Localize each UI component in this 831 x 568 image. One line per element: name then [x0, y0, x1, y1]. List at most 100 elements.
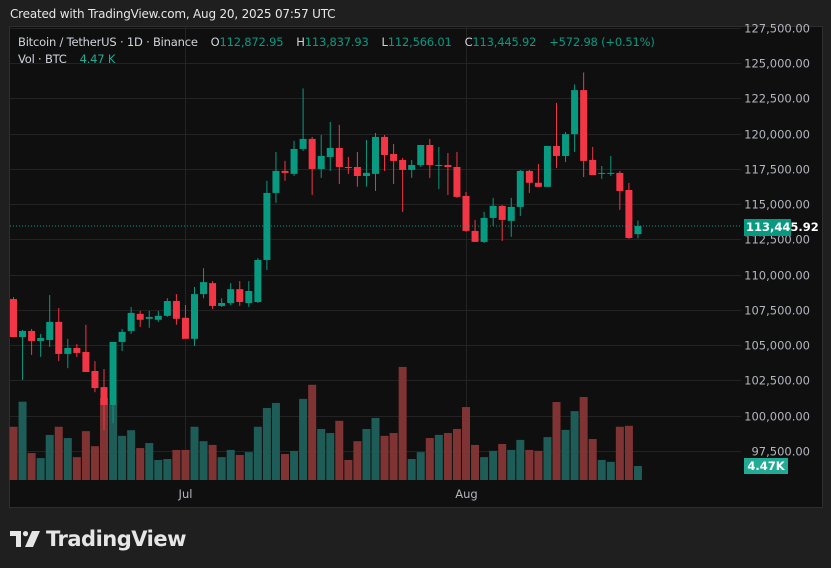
candle: [209, 281, 217, 309]
candle: [534, 164, 542, 187]
candle: [10, 297, 17, 337]
candle: [498, 204, 506, 241]
candle: [562, 131, 570, 163]
volume-bar: [525, 449, 534, 480]
candle: [254, 258, 262, 303]
tradingview-logo: TradingView: [10, 527, 186, 551]
y-axis-tick-label: 100,000.00: [744, 410, 810, 424]
y-axis-tick-label: 117,500.00: [744, 163, 810, 177]
volume-bar: [416, 452, 425, 480]
high-label: H: [296, 35, 305, 49]
volume-bar: [335, 420, 344, 480]
volume-bar: [489, 450, 498, 480]
volume-bar: [389, 433, 398, 480]
candle: [136, 310, 144, 327]
volume-bar: [579, 397, 588, 480]
candle: [399, 157, 407, 212]
candle: [516, 169, 524, 216]
candle: [172, 294, 180, 325]
volume-bar: [425, 438, 434, 480]
chart-credit: Created with TradingView.com, Aug 20, 20…: [10, 7, 336, 21]
candle: [91, 361, 99, 393]
volume-bar: [615, 426, 624, 480]
volume-bar: [226, 449, 235, 480]
volume-bar: [317, 428, 326, 480]
volume-bar: [163, 459, 172, 480]
volume-bar: [633, 466, 642, 480]
candle: [218, 298, 226, 307]
candle: [82, 324, 90, 372]
y-axis-tick-label: 110,000.00: [744, 269, 810, 283]
volume-bar: [624, 425, 633, 480]
volume-bar: [154, 459, 163, 480]
candle: [200, 268, 208, 299]
y-axis-tick-label: 112,500.00: [744, 233, 810, 247]
high-value: 113,837.93: [304, 35, 369, 49]
candle: [317, 134, 325, 178]
volume-bar: [434, 434, 443, 480]
candle: [55, 307, 63, 362]
candle: [191, 287, 198, 347]
volume-label[interactable]: Vol · BTC: [18, 52, 67, 66]
candle: [109, 341, 117, 424]
symbol-title[interactable]: Bitcoin / TetherUS · 1D · Binance: [18, 35, 198, 49]
volume-bar: [271, 402, 280, 480]
candle: [580, 72, 588, 178]
volume-bar: [398, 366, 407, 480]
candle: [625, 182, 633, 239]
volume-bar: [27, 453, 36, 480]
candle: [335, 124, 343, 184]
candle: [272, 151, 280, 203]
y-axis-tick-label: 127,500.00: [744, 22, 810, 36]
volume-bar: [18, 401, 27, 480]
candle: [507, 197, 515, 237]
candle: [426, 138, 434, 178]
volume-bar: [299, 398, 308, 480]
open-value: 112,872.95: [219, 35, 284, 49]
x-axis-tick-label: Jul: [178, 487, 193, 501]
chart-panel[interactable]: [9, 26, 823, 508]
volume-bar: [63, 438, 72, 480]
candle: [471, 219, 479, 242]
volume-bar: [136, 448, 145, 480]
open-label: O: [210, 35, 220, 49]
candle: [28, 328, 36, 355]
volume-bar: [90, 446, 99, 480]
y-axis-tick-label: 120,000.00: [744, 128, 810, 142]
close-value: 113,445.92: [472, 35, 537, 49]
volume-bar: [127, 430, 136, 480]
volume-bar: [36, 458, 45, 480]
candle: [46, 295, 54, 348]
candle: [453, 151, 461, 198]
y-axis-tick-label: 107,500.00: [744, 304, 810, 318]
volume-bar: [362, 428, 371, 480]
volume-bar: [190, 426, 199, 480]
volume-bar: [109, 404, 118, 480]
candle: [236, 281, 244, 306]
change-value: +572.98 (+0.51%): [549, 35, 655, 49]
volume-bar: [371, 417, 380, 480]
volume-bar: [54, 426, 63, 480]
chart-legend: Bitcoin / TetherUS · 1D · Binance O112,8…: [18, 34, 655, 68]
volume-bar: [145, 443, 154, 480]
candle: [145, 310, 153, 328]
candle: [390, 143, 398, 185]
candle: [435, 146, 443, 189]
candle: [372, 132, 379, 191]
volume-bar: [253, 426, 262, 480]
volume-bar: [9, 426, 18, 480]
candle: [462, 191, 470, 232]
volume-bar: [552, 402, 561, 480]
candle: [326, 121, 334, 171]
volume-bar: [81, 431, 90, 480]
tradingview-logo-text: TradingView: [46, 527, 186, 551]
candle: [353, 151, 361, 187]
candle: [616, 170, 624, 210]
y-axis-tick-label: 105,000.00: [744, 339, 810, 353]
low-label: L: [381, 35, 388, 49]
candle: [64, 338, 72, 369]
volume-bar: [462, 407, 470, 480]
volume-bar: [181, 449, 190, 480]
volume-bar: [353, 441, 362, 480]
